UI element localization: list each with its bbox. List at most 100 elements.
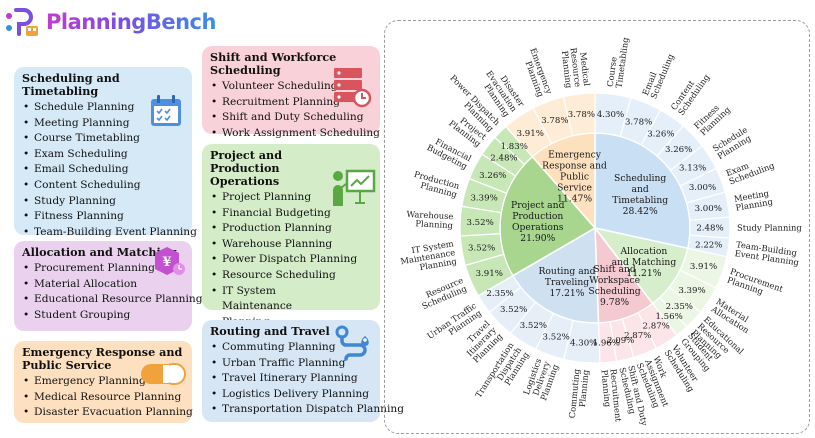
route-icon <box>335 325 369 361</box>
inner-segment-label: Scheduling and Timetabling 28.42% <box>612 173 668 217</box>
category-emergency: Emergency Response and Public Service Em… <box>14 341 193 423</box>
outer-value-label: 2.48% <box>696 224 723 234</box>
outer-segment-label: CommutingPlanning <box>567 368 591 420</box>
outer-value-label: 3.26% <box>479 171 506 181</box>
outer-segment-label: ContentScheduling <box>669 67 712 117</box>
list-item: Meeting Planning <box>23 116 184 132</box>
category-title: Shift and Workforce Scheduling <box>210 50 337 77</box>
logo-text: PlanningBench <box>46 10 216 34</box>
outer-value-label: 1.56% <box>655 312 682 322</box>
outer-segment-label: MeetingPlanning <box>733 187 774 212</box>
outer-segment-label: Study Planning <box>737 223 802 233</box>
pill-icon <box>141 363 186 385</box>
inner-segment-label: Emergency Response and Public Service 11.47% <box>542 150 607 205</box>
category-routing: Routing and Travel Commuting Planning Ur… <box>202 320 404 422</box>
list-item: Exam Scheduling <box>23 147 184 163</box>
category-title: Scheduling and Timetabling <box>22 71 120 98</box>
outer-value-label: 3.91% <box>517 129 544 139</box>
list-item: Volunteer Scheduling <box>211 79 372 95</box>
list-item: Educational Resource Planning <box>23 292 203 308</box>
outer-value-label: 3.78% <box>568 110 595 120</box>
outer-segment-label: ResourceScheduling <box>417 275 469 311</box>
svg-text:¥: ¥ <box>162 255 171 270</box>
list-item: Power Dispatch Planning <box>211 252 372 268</box>
outer-value-label: 3.39% <box>678 286 705 296</box>
outer-segment-label: SchedulePlanning <box>711 124 754 161</box>
outer-segment-label: ProductionPlanning <box>411 169 462 200</box>
outer-value-label: 3.52% <box>466 218 493 228</box>
outer-value-label: 3.39% <box>470 194 497 204</box>
list-item: Resource Scheduling <box>211 268 372 284</box>
outer-value-label: 3.78% <box>625 118 652 128</box>
list-item: Course Timetabling <box>23 131 184 147</box>
logo-icon <box>6 8 38 36</box>
outer-segment-label: LogisticsDeliveryPlanning <box>521 356 560 402</box>
chart-frame <box>384 20 810 434</box>
list-item: Email Scheduling <box>23 162 184 178</box>
outer-segment-label: ExamScheduling <box>724 152 776 187</box>
list-item: Schedule Planning <box>23 100 184 116</box>
list-item: Student Grouping <box>23 308 184 324</box>
outer-segment-label: MedicalResourcePlanning <box>560 46 593 89</box>
list-item: Warehouse Planning <box>211 237 372 253</box>
outer-value-label: 2.48% <box>490 154 517 164</box>
outer-value-label: 2.87% <box>643 321 670 331</box>
outer-value-label: 3.26% <box>665 145 692 155</box>
outer-value-label: 2.35% <box>486 289 513 299</box>
outer-value-label: 3.13% <box>679 163 706 173</box>
outer-value-label: 2.87% <box>624 331 651 341</box>
category-title: Routing and Travel <box>210 324 330 338</box>
outer-value-label: 2.22% <box>695 241 722 251</box>
list-item: Commuting Planning <box>211 340 372 356</box>
outer-value-label: 1.83% <box>501 142 528 152</box>
inner-segment-label: Routing and Traveling 17.21% <box>538 266 595 299</box>
list-item: Work Assignment Scheduling <box>211 126 380 142</box>
outer-ring-border <box>459 92 731 364</box>
outer-segment-label: FitnessPlanning <box>692 97 733 137</box>
inner-segment-label: Project and Production Operations 21.90% <box>511 200 565 244</box>
list-item: Fitness Planning <box>23 209 184 225</box>
category-title: Allocation and Matching <box>22 245 177 259</box>
inner-segment-label: Allocation and Matching 11.21% <box>612 246 677 279</box>
list-item: Procurement Planning <box>23 261 184 277</box>
outer-value-label: 3.00% <box>689 183 716 193</box>
list-item: Project Planning <box>211 190 372 206</box>
presentation-icon <box>333 169 376 206</box>
outer-value-label: 3.91% <box>690 262 717 272</box>
outer-value-label: 1.96% <box>593 338 620 348</box>
outer-value-label: 3.52% <box>468 243 495 253</box>
category-title: Emergency Response and Public Service <box>22 345 183 372</box>
outer-value-label: 4.30% <box>597 110 624 120</box>
outer-value-label: 3.52% <box>520 321 547 331</box>
outer-value-label: 3.91% <box>476 269 503 279</box>
list-item: Logistics Delivery Planning <box>211 387 372 403</box>
outer-segment-label: CourseTimetabling <box>605 35 631 89</box>
outer-segment-label: WarehousePlanning <box>406 209 454 230</box>
outer-value-label: 3.52% <box>543 332 570 342</box>
outer-value-label: 2.09% <box>607 336 634 346</box>
outer-value-label: 3.26% <box>647 130 674 140</box>
outer-value-label: 4.30% <box>570 338 597 348</box>
outer-segment-label: IT SystemMaintenancePlanning <box>398 238 458 275</box>
list-item: Emergency Planning <box>23 374 184 390</box>
outer-value-label: 2.35% <box>666 302 693 312</box>
box-yen-icon: ¥ <box>155 247 185 275</box>
list-item: Disaster Evacuation Planning <box>23 405 193 421</box>
category-allocation: Allocation and Matching Procurement Plan… <box>14 241 203 331</box>
outer-value-label: 3.52% <box>500 305 527 315</box>
list-item: Material Allocation <box>23 277 184 293</box>
outer-segment-label: ProcurementPlanning <box>726 266 785 302</box>
outer-segment-label: RecruitmentPlanning <box>599 368 623 423</box>
list-item: Production Planning <box>211 221 372 237</box>
category-project: Project and Production Operations Projec… <box>202 144 380 328</box>
list-item: Study Planning <box>23 194 184 210</box>
list-item: Financial Budgeting <box>211 206 372 222</box>
list-item: Transportation Dispatch Planning <box>211 402 404 418</box>
outer-value-label: 3.78% <box>541 116 568 126</box>
outer-value-label: 3.00% <box>695 204 722 214</box>
server-clock-icon <box>334 68 372 108</box>
category-shift: Shift and Workforce Scheduling Volunteer… <box>202 46 380 141</box>
list-item: Recruitment Planning <box>211 95 372 111</box>
calendar-icon <box>151 95 181 126</box>
